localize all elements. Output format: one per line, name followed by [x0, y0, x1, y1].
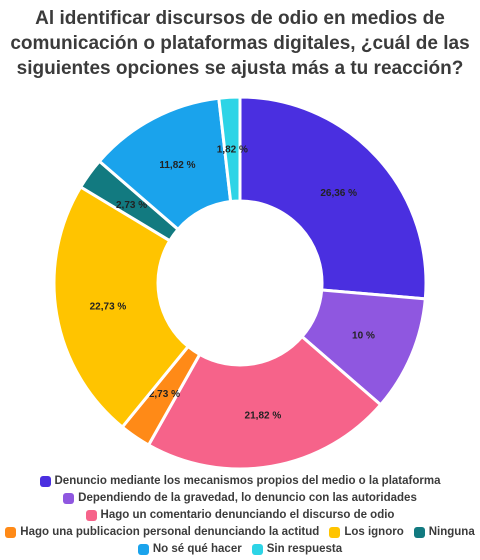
legend-item-4[interactable]: Hago una publicacion personal denunciand…: [5, 524, 319, 541]
legend-item-8[interactable]: Sin respuesta: [251, 541, 343, 558]
legend-label: Hago una publicacion personal denunciand…: [20, 526, 320, 538]
legend-item-7[interactable]: No sé qué hacer: [137, 541, 242, 558]
legend-swatch: [85, 510, 97, 521]
legend-swatch: [63, 493, 75, 504]
legend-swatch: [5, 527, 17, 538]
pie-slice-8[interactable]: [217, 95, 242, 204]
legend-item-5[interactable]: Los ignoro: [329, 524, 404, 541]
slice-label-2: 10 %: [352, 331, 375, 342]
legend-label: Denuncio mediante los mecanismos propios…: [54, 475, 441, 487]
pie-slice-3[interactable]: [147, 335, 383, 470]
slice-label-5: 22,73 %: [90, 301, 127, 312]
legend-label: Hago un comentario denunciando el discur…: [100, 509, 395, 521]
legend-item-6[interactable]: Ninguna: [413, 524, 475, 541]
legend-label: Los ignoro: [344, 526, 404, 538]
legend-swatch: [251, 544, 263, 555]
slice-label-7: 11,82 %: [159, 160, 195, 171]
legend-label: Dependiendo de la gravedad, lo denuncio …: [78, 492, 417, 504]
slice-label-6: 2,73 %: [116, 200, 147, 211]
legend-swatch: [137, 544, 149, 555]
slice-label-8: 1,82 %: [217, 145, 248, 156]
title-line-1: Al identificar discursos de odio en medi…: [35, 8, 445, 29]
title-line-3: siguientes opciones se ajusta más a tu r…: [16, 58, 464, 79]
legend-label: No sé qué hacer: [152, 543, 242, 555]
slice-label-4: 2,73 %: [149, 389, 180, 400]
legend-item-3[interactable]: Hago un comentario denunciando el discur…: [85, 507, 395, 524]
legend-label: Ninguna: [428, 526, 475, 538]
chart-title: Al identificar discursos de odio en medi…: [10, 6, 470, 81]
pie-slice-5[interactable]: [52, 185, 190, 429]
donut-chart: 26,36 % 10 % 21,82 % 2,73 % 22,73 % 2,73 % 11,…: [52, 95, 428, 470]
slice-label-3: 21,82 %: [245, 411, 282, 422]
legend-swatch: [329, 527, 341, 538]
legend-item-1[interactable]: Denuncio mediante los mecanismos propios…: [39, 473, 441, 490]
pie-slice-1[interactable]: [238, 95, 428, 301]
legend-row-4: Hago una publicacion personal denunciand…: [0, 524, 480, 541]
title-line-2: comunicación o plataformas digitales, ¿c…: [10, 33, 470, 54]
legend-row-3: Hago un comentario denunciando el discur…: [0, 507, 480, 524]
legend-label: Sin respuesta: [266, 543, 343, 555]
chart-legend: Denuncio mediante los mecanismos propios…: [0, 473, 480, 558]
slice-label-1: 26,36 %: [320, 188, 357, 199]
legend-row-1: Denuncio mediante los mecanismos propios…: [0, 473, 480, 490]
legend-row-2: Dependiendo de la gravedad, lo denuncio …: [0, 490, 480, 507]
legend-item-2[interactable]: Dependiendo de la gravedad, lo denuncio …: [63, 490, 417, 507]
legend-swatch: [39, 476, 51, 487]
legend-swatch: [413, 527, 425, 538]
legend-row-5: No sé qué hacer Sin respuesta: [0, 541, 480, 558]
